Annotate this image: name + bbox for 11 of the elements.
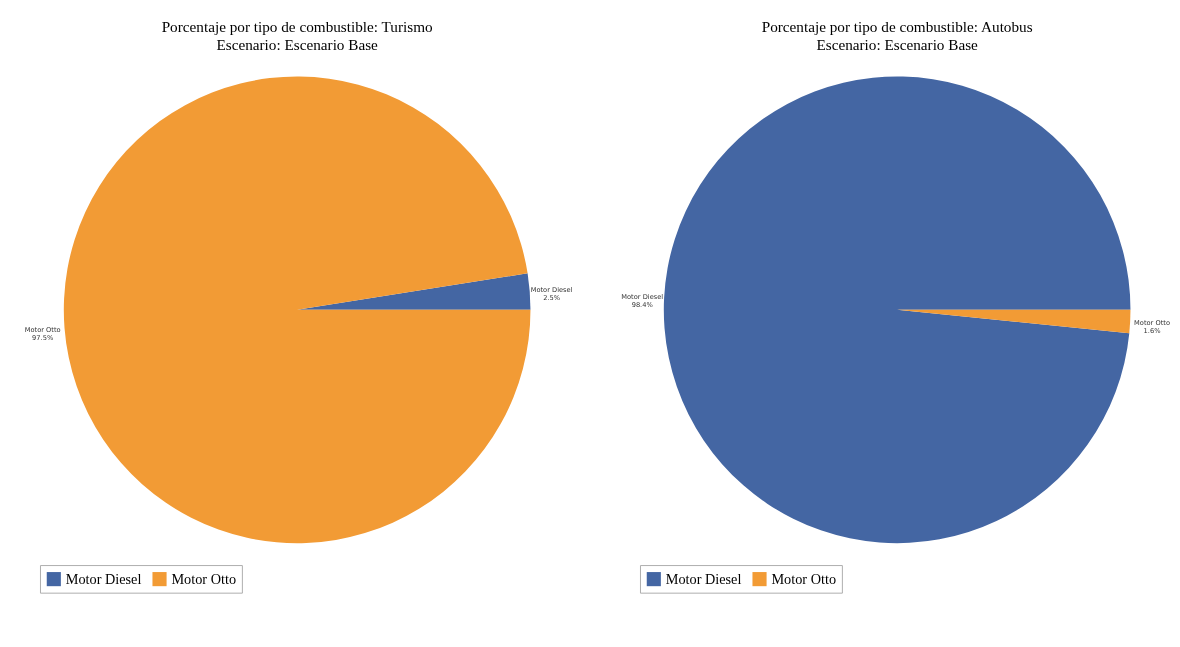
chart-title: Porcentaje por tipo de combustible: Turismo — [161, 17, 434, 35]
pie-slice — [297, 273, 531, 310]
legend-label: Motor Otto — [171, 570, 237, 587]
pie-slice — [664, 76, 1131, 543]
chart-subtitle: Escenario: Escenario Base — [216, 35, 379, 53]
legend-label: Motor Otto — [771, 570, 837, 587]
chart-title: Porcentaje por tipo de combustible: Autobus — [761, 17, 1033, 35]
pie-slice — [64, 76, 531, 543]
legend-label: Motor Diesel — [665, 570, 742, 587]
chart-subtitle: Escenario: Escenario Base — [816, 35, 979, 53]
legend-label: Motor Diesel — [65, 570, 142, 587]
